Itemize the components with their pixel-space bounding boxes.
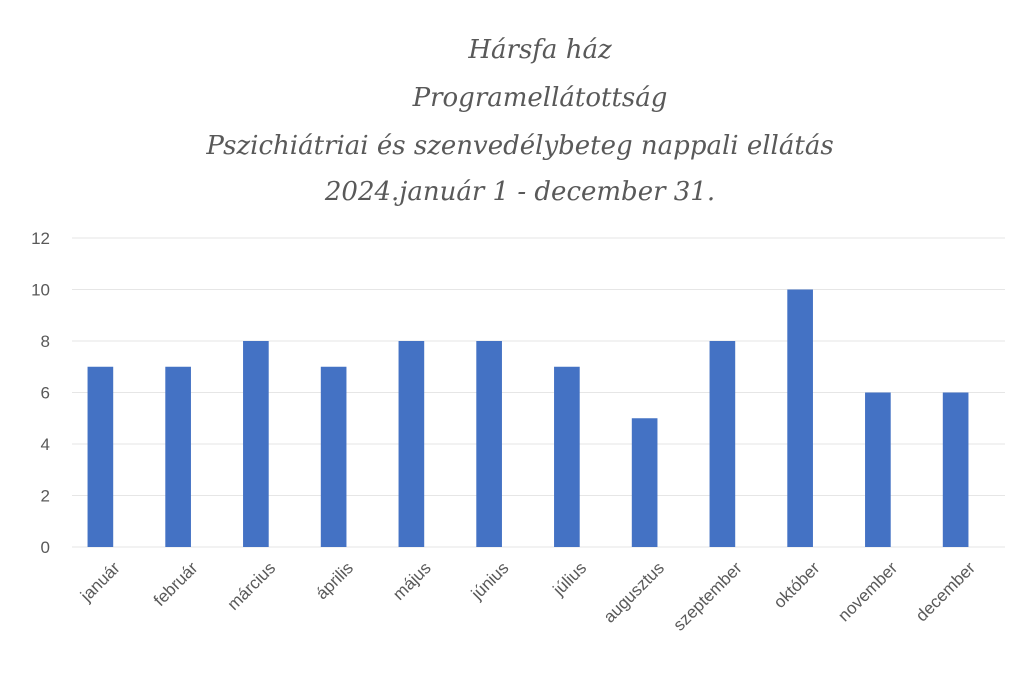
bar xyxy=(87,366,114,547)
bar xyxy=(631,418,658,547)
bar xyxy=(398,341,425,547)
y-tick-label: 0 xyxy=(41,538,50,557)
bar xyxy=(320,366,347,547)
y-tick-label: 4 xyxy=(41,435,50,454)
y-tick-label: 10 xyxy=(31,281,50,300)
bar xyxy=(476,341,502,547)
bar xyxy=(865,392,891,547)
chart-title: 2024.január 1 - december 31. xyxy=(324,177,715,207)
y-tick-label: 12 xyxy=(31,229,50,248)
bar xyxy=(787,289,813,547)
y-tick-label: 8 xyxy=(41,332,50,351)
bar xyxy=(165,366,191,547)
bar xyxy=(243,341,269,547)
chart-title: Pszichiátriai és szenvedélybeteg nappali… xyxy=(205,131,833,161)
chart-title: Hársfa ház xyxy=(467,35,612,65)
bar xyxy=(942,392,969,547)
y-tick-label: 2 xyxy=(41,487,50,506)
y-tick-label: 6 xyxy=(41,384,50,403)
chart-title: Programellátottság xyxy=(412,83,668,113)
bar xyxy=(709,341,736,547)
bar xyxy=(554,366,580,547)
